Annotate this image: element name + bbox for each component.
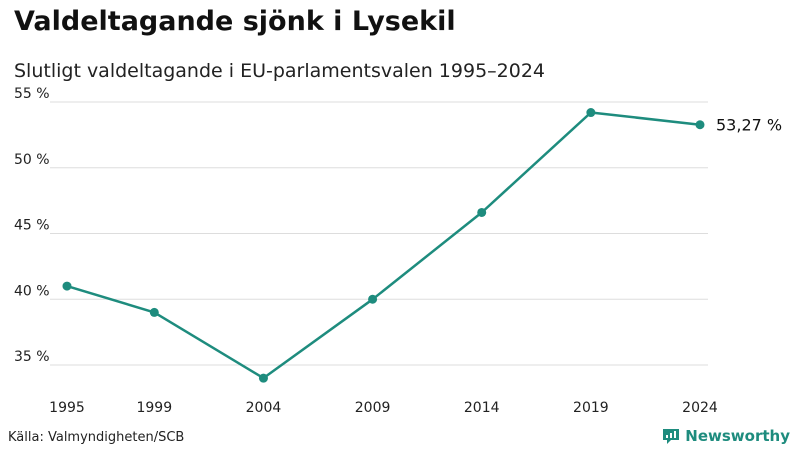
end-value-label: 53,27 % [716,116,782,135]
data-point-1995 [62,281,72,291]
series-line [66,111,701,380]
x-tick-label: 1995 [49,400,85,416]
y-tick-label: 50 % [14,152,50,168]
brand-name: Newsworthy [685,427,790,445]
series-valdeltagande [62,108,705,383]
brand-logo: Newsworthy [662,427,790,445]
y-tick-label: 40 % [14,283,50,299]
data-labels: 53,27 % [716,116,782,135]
x-tick-label: 2024 [682,400,718,416]
y-axis-labels: 35 % 40 % 45 % 50 % 55 % [14,86,50,365]
y-tick-label: 35 % [14,349,50,365]
data-point-2019 [586,108,596,118]
x-tick-label: 2004 [246,400,282,416]
newsworthy-logo-icon [663,429,680,444]
data-point-2004 [258,373,268,383]
y-tick-label: 45 % [14,218,50,234]
y-tick-label: 55 % [14,86,50,102]
x-tick-label: 1999 [136,400,172,416]
source-note: Källa: Valmyndigheten/SCB [8,430,185,445]
data-point-2014 [477,207,487,217]
x-tick-label: 2014 [464,400,500,416]
grid-lines [50,101,708,366]
x-tick-label: 2009 [355,400,391,416]
chart-title: Valdeltagande sjönk i Lysekil [14,6,456,37]
chart-subtitle: Slutligt valdeltagande i EU-parlamentsva… [14,60,546,82]
data-point-2009 [368,294,378,304]
data-point-1999 [149,307,159,317]
x-tick-label: 2019 [573,400,609,416]
data-point-2024 [695,120,705,130]
x-axis-labels: 1995 1999 2004 2009 2014 2019 2024 [49,400,718,416]
